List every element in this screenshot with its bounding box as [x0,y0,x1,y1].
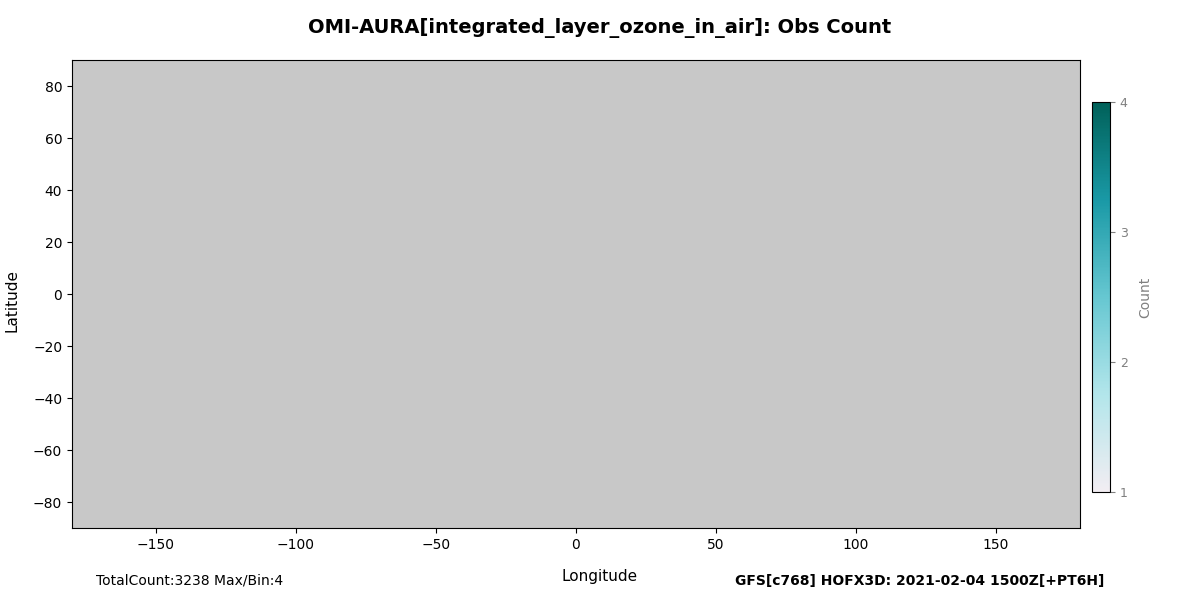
Text: OMI-AURA[integrated_layer_ozone_in_air]: Obs Count: OMI-AURA[integrated_layer_ozone_in_air]:… [308,18,892,38]
Y-axis label: Count: Count [1139,277,1153,317]
Text: TotalCount:3238 Max/Bin:4: TotalCount:3238 Max/Bin:4 [96,574,283,588]
Text: GFS[c768] HOFX3D: 2021-02-04 1500Z[+PT6H]: GFS[c768] HOFX3D: 2021-02-04 1500Z[+PT6H… [734,574,1104,588]
Text: Latitude: Latitude [5,269,19,331]
Text: Longitude: Longitude [562,569,638,583]
